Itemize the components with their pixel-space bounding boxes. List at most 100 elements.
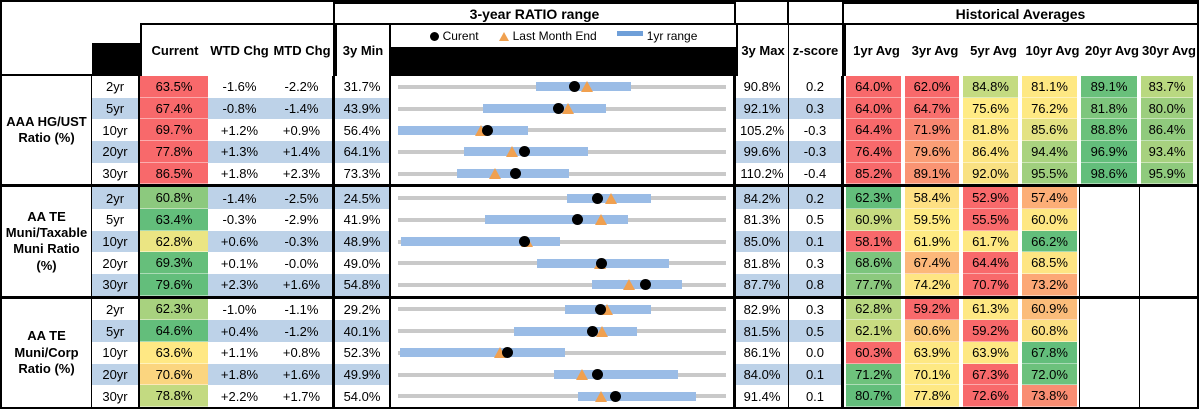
min-cell: 40.1% bbox=[335, 320, 391, 342]
avg-cell: 89.1% bbox=[905, 162, 959, 185]
avg-cell-empty bbox=[1139, 187, 1195, 209]
range-plot bbox=[398, 119, 726, 141]
group-label-line: AA TE bbox=[27, 208, 66, 224]
table-row: 10yr 69.7% +1.2% +0.9% 56.4% 105.2% -0.3 64.4% 7… bbox=[92, 119, 1197, 142]
current-dot-icon bbox=[429, 31, 439, 41]
avg-cell: 57.4% bbox=[1022, 187, 1077, 209]
one-year-range-bar bbox=[591, 280, 682, 290]
min-cell: 49.0% bbox=[335, 252, 391, 275]
range-plot bbox=[398, 76, 726, 98]
max-cell: 81.3% bbox=[736, 209, 789, 231]
last-month-triangle bbox=[494, 347, 506, 359]
full-range-track bbox=[398, 239, 726, 244]
group-rows: 2yr 62.3% -1.0% -1.1% 29.2% 82.9% 0.3 62.8% 59.2… bbox=[92, 298, 1197, 408]
current-dot bbox=[591, 369, 603, 380]
avg-cell: 58.1% bbox=[846, 230, 901, 253]
avg-cell-empty bbox=[1139, 363, 1195, 386]
table-row: 10yr 62.8% +0.6% -0.3% 48.9% 85.0% 0.1 58.1% 61.… bbox=[92, 230, 1197, 253]
avg-cell-empty bbox=[1079, 342, 1139, 364]
min-cell: 41.9% bbox=[335, 209, 391, 231]
min-column-header: 3y Min bbox=[335, 23, 391, 76]
zscore-cell: 0.2 bbox=[789, 76, 844, 98]
avg-cell: 80.0% bbox=[1141, 97, 1193, 120]
mtd-chg-cell: +1.6% bbox=[271, 363, 335, 386]
range-plot bbox=[398, 141, 726, 163]
range-chart-cell bbox=[391, 187, 736, 209]
tenor-cell: 10yr bbox=[92, 230, 140, 253]
avg-cell: 64.7% bbox=[905, 97, 959, 120]
max-cell: 90.8% bbox=[736, 76, 789, 98]
range-plot bbox=[398, 98, 726, 120]
range-chart-cell bbox=[391, 274, 736, 296]
avg-cell-empty bbox=[1139, 209, 1195, 231]
group-label-line: Muni/Taxable bbox=[5, 225, 88, 241]
tenor-cell: 30yr bbox=[92, 385, 140, 408]
range-plot bbox=[398, 187, 726, 209]
zscore-column-header: z-score bbox=[789, 23, 844, 76]
range-chart-cell bbox=[391, 230, 736, 253]
avg-cell: 71.2% bbox=[846, 363, 901, 386]
tenor-cell: 30yr bbox=[92, 162, 140, 185]
group-label-line: Muni Ratio bbox=[13, 241, 80, 257]
avg-cell: 98.6% bbox=[1081, 162, 1137, 185]
current-dot bbox=[591, 192, 603, 204]
avg-cell: 85.6% bbox=[1022, 119, 1077, 142]
max-cell: 105.2% bbox=[736, 119, 789, 142]
table-row: 20yr 77.8% +1.3% +1.4% 64.1% 99.6% -0.3 76.4% 79… bbox=[92, 141, 1197, 163]
min-cell: 73.3% bbox=[335, 162, 391, 185]
table-row: 20yr 69.3% +0.1% -0.0% 49.0% 81.8% 0.3 68.6% 67.… bbox=[92, 252, 1197, 275]
max-cell: 87.7% bbox=[736, 274, 789, 296]
mtd-chg-cell: -1.2% bbox=[271, 320, 335, 342]
wtd-chg-column-header: WTD Chg bbox=[210, 43, 269, 58]
last-month-triangle bbox=[623, 279, 636, 291]
wtd-chg-cell: -0.3% bbox=[222, 212, 257, 228]
group-label-line: Ratio (%) bbox=[18, 360, 75, 376]
range-chart-cell bbox=[391, 162, 736, 185]
header-divider bbox=[787, 2, 789, 23]
range-plot bbox=[398, 364, 726, 386]
avg-cell: 73.2% bbox=[1022, 274, 1077, 296]
max-column-header: 3y Max bbox=[736, 23, 789, 76]
group-label-line: Muni/Corp bbox=[14, 344, 79, 360]
tenor-cell: 5yr bbox=[92, 320, 140, 342]
max-cell: 91.4% bbox=[736, 385, 789, 408]
last-month-triangle bbox=[575, 369, 588, 380]
current-cell: 70.6% bbox=[140, 363, 208, 386]
one-year-range-bar bbox=[401, 237, 561, 246]
current-cell: 62.8% bbox=[140, 230, 208, 253]
mtd-chg-cell: -2.5% bbox=[271, 187, 335, 209]
range-section-title: 3-year RATIO range bbox=[333, 2, 736, 25]
mtd-chg-cell: +1.6% bbox=[271, 274, 335, 296]
tenor-cell: 2yr bbox=[92, 76, 140, 98]
last-month-triangle bbox=[580, 81, 593, 93]
wtd-chg-cell: -0.8% bbox=[208, 97, 271, 120]
range-plot bbox=[398, 299, 726, 321]
avg-cell: 72.0% bbox=[1022, 363, 1077, 386]
table-row: 20yr 70.6% +1.8% +1.6% 49.9% 84.0% 0.1 71.2% 70.… bbox=[92, 363, 1197, 386]
table-row: 5yr 67.4% -0.8% -1.4% 43.9% 92.1% 0.3 64.0% 64.7… bbox=[92, 97, 1197, 120]
current-dot bbox=[594, 303, 606, 315]
wtd-chg-cell: +0.1% bbox=[220, 255, 259, 271]
max-cell: 110.2% bbox=[736, 162, 789, 185]
full-range-track bbox=[398, 196, 726, 201]
avg-cell-empty bbox=[1079, 187, 1139, 209]
range-chart-cell bbox=[391, 76, 736, 98]
avg-cell: 61.3% bbox=[963, 298, 1018, 321]
avg-header-3yr: 3yr Avg bbox=[911, 43, 959, 58]
avg-header-5yr: 5yr Avg bbox=[970, 43, 1017, 58]
mtd-chg-column-header: MTD Chg bbox=[273, 43, 331, 58]
avg-cell: 94.4% bbox=[1022, 141, 1077, 163]
current-dot bbox=[571, 214, 583, 226]
wtd-chg-cell: +0.4% bbox=[208, 320, 271, 342]
wtd-chg-cell: -1.0% bbox=[222, 301, 257, 317]
range-plot bbox=[398, 320, 726, 342]
table-row: 5yr 63.4% -0.3% -2.9% 41.9% 81.3% 0.5 60.9% 59.5… bbox=[92, 209, 1197, 231]
min-cell: 49.9% bbox=[335, 363, 391, 386]
current-cell: 78.8% bbox=[140, 385, 208, 408]
legend-range: 1yr range bbox=[616, 29, 697, 43]
full-range-track bbox=[398, 282, 726, 287]
avg-cell: 67.4% bbox=[905, 252, 959, 275]
min-cell: 52.3% bbox=[335, 342, 391, 364]
legend-last-month-label: Last Month End bbox=[512, 29, 597, 43]
avg-cell: 72.6% bbox=[963, 385, 1018, 408]
